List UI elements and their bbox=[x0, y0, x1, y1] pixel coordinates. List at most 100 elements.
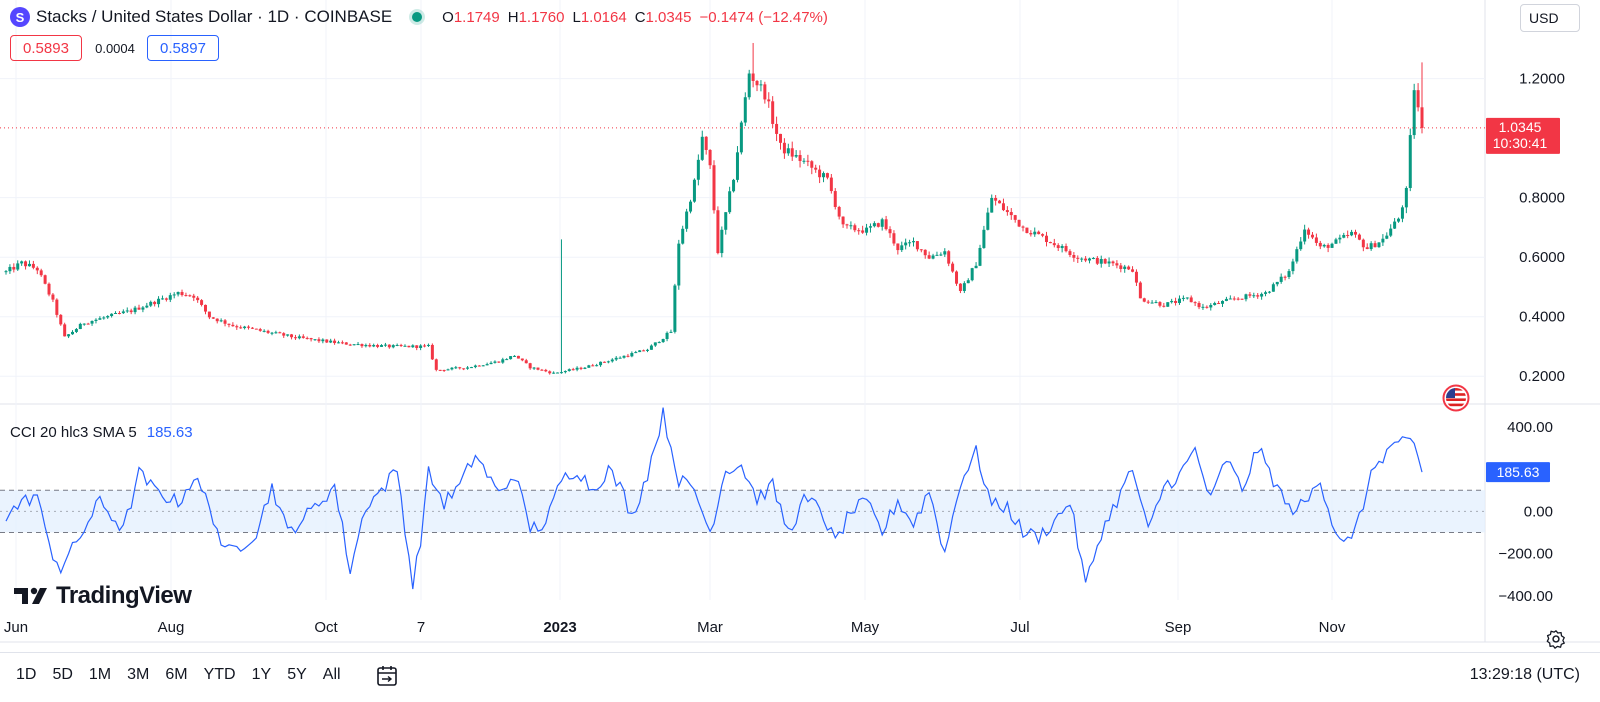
range-5y-button[interactable]: 5Y bbox=[287, 666, 307, 683]
candle-body bbox=[622, 355, 626, 358]
candle-body bbox=[728, 191, 732, 213]
candle-body bbox=[20, 261, 24, 264]
candle-body bbox=[998, 200, 1002, 204]
range-1y-button[interactable]: 1Y bbox=[251, 666, 272, 683]
candle-body bbox=[1264, 292, 1268, 294]
candle-body bbox=[356, 344, 360, 346]
range-ytd-button[interactable]: YTD bbox=[203, 666, 236, 683]
brand-name: TradingView bbox=[56, 582, 192, 609]
candle-body bbox=[250, 327, 254, 329]
candle-body bbox=[771, 101, 775, 124]
candle-body bbox=[908, 242, 912, 244]
candle-body bbox=[806, 160, 810, 162]
candle-body bbox=[602, 361, 606, 363]
candle-body bbox=[638, 350, 642, 353]
range-5d-button[interactable]: 5D bbox=[52, 666, 73, 683]
sell-price-button[interactable]: 0.5893 bbox=[10, 35, 82, 61]
candle-body bbox=[297, 336, 301, 339]
candle-body bbox=[1185, 297, 1189, 299]
candle-body bbox=[829, 177, 833, 192]
tradingview-logo-icon bbox=[14, 587, 47, 604]
candle-body bbox=[1119, 265, 1123, 269]
gear-icon[interactable] bbox=[1545, 628, 1567, 650]
candle-body bbox=[352, 344, 356, 346]
range-all-button[interactable]: All bbox=[322, 666, 341, 683]
candle-body bbox=[845, 224, 849, 226]
candle-body bbox=[415, 345, 419, 348]
currency-selector[interactable]: USD bbox=[1520, 4, 1580, 32]
calendar-range-icon[interactable] bbox=[375, 664, 399, 688]
candle-body bbox=[599, 361, 603, 366]
candle-body bbox=[469, 367, 473, 369]
candle-body bbox=[1283, 276, 1287, 278]
candle-body bbox=[720, 229, 724, 254]
candle-body bbox=[1307, 229, 1311, 235]
candle-body bbox=[884, 219, 888, 230]
us-flag-icon[interactable] bbox=[1442, 384, 1470, 412]
market-open-dot-icon bbox=[412, 12, 423, 22]
candle-body bbox=[395, 344, 399, 346]
candle-body bbox=[876, 223, 880, 227]
candle-body bbox=[911, 241, 915, 243]
range-6m-button[interactable]: 6M bbox=[165, 666, 188, 683]
candle-body bbox=[552, 372, 556, 374]
candle-body bbox=[716, 210, 720, 254]
candle-body bbox=[149, 301, 153, 306]
candle-body bbox=[372, 345, 376, 347]
candle-body bbox=[904, 242, 908, 246]
candle-body bbox=[575, 367, 579, 370]
candle-body bbox=[258, 329, 262, 331]
candle-body bbox=[759, 84, 763, 86]
candle-body bbox=[16, 263, 20, 270]
candle-body bbox=[1240, 298, 1244, 300]
candle-body bbox=[896, 243, 900, 251]
candle-body bbox=[434, 359, 438, 370]
candle-body bbox=[1260, 293, 1264, 297]
range-1d-button[interactable]: 1D bbox=[16, 666, 37, 683]
candle-body bbox=[724, 212, 728, 230]
candle-body bbox=[286, 334, 290, 336]
candle-body bbox=[266, 330, 270, 333]
candle-body bbox=[1052, 243, 1056, 246]
candle-body bbox=[935, 254, 939, 256]
candle-body bbox=[880, 219, 884, 227]
candle-body bbox=[669, 331, 673, 333]
candle-body bbox=[270, 332, 274, 334]
candle-body bbox=[74, 329, 78, 332]
candle-body bbox=[1177, 298, 1181, 303]
candle-body bbox=[1299, 241, 1303, 250]
candle-body bbox=[559, 372, 563, 374]
candle-body bbox=[344, 342, 348, 345]
candle-body bbox=[634, 352, 638, 354]
candle-body bbox=[1115, 263, 1119, 266]
candle-body bbox=[833, 191, 837, 207]
cci-axis-tick-label: −200.00 bbox=[1498, 546, 1553, 563]
candle-body bbox=[1408, 135, 1412, 188]
candle-body bbox=[1397, 218, 1401, 222]
buy-price-button[interactable]: 0.5897 bbox=[147, 35, 219, 61]
candle-body bbox=[1146, 301, 1150, 303]
candle-body bbox=[1166, 302, 1170, 307]
range-3m-button[interactable]: 3M bbox=[127, 666, 150, 683]
candle-body bbox=[755, 80, 759, 86]
x-axis-tick-label: 7 bbox=[417, 619, 425, 636]
candle-body bbox=[1279, 276, 1283, 282]
candle-body bbox=[990, 197, 994, 213]
symbol-title[interactable]: Stacks / United States Dollar · 1D · COI… bbox=[36, 7, 393, 26]
tradingview-logo[interactable]: TradingView bbox=[12, 582, 192, 610]
range-1m-button[interactable]: 1M bbox=[88, 666, 112, 683]
utc-clock[interactable]: 13:29:18 (UTC) bbox=[1469, 666, 1580, 683]
candle-body bbox=[563, 371, 567, 373]
candle-body bbox=[192, 295, 196, 298]
candle-body bbox=[825, 173, 829, 178]
candle-body bbox=[802, 160, 806, 162]
candle-body bbox=[630, 353, 634, 357]
last-price-tag bbox=[1486, 117, 1560, 154]
cci-legend[interactable]: CCI 20 hlc3 SMA 5 185.63 bbox=[10, 424, 193, 441]
candle-body bbox=[649, 345, 653, 350]
candle-body bbox=[1256, 295, 1260, 297]
candle-body bbox=[1322, 244, 1326, 247]
candle-body bbox=[1381, 238, 1385, 243]
candle-body bbox=[1088, 258, 1092, 261]
